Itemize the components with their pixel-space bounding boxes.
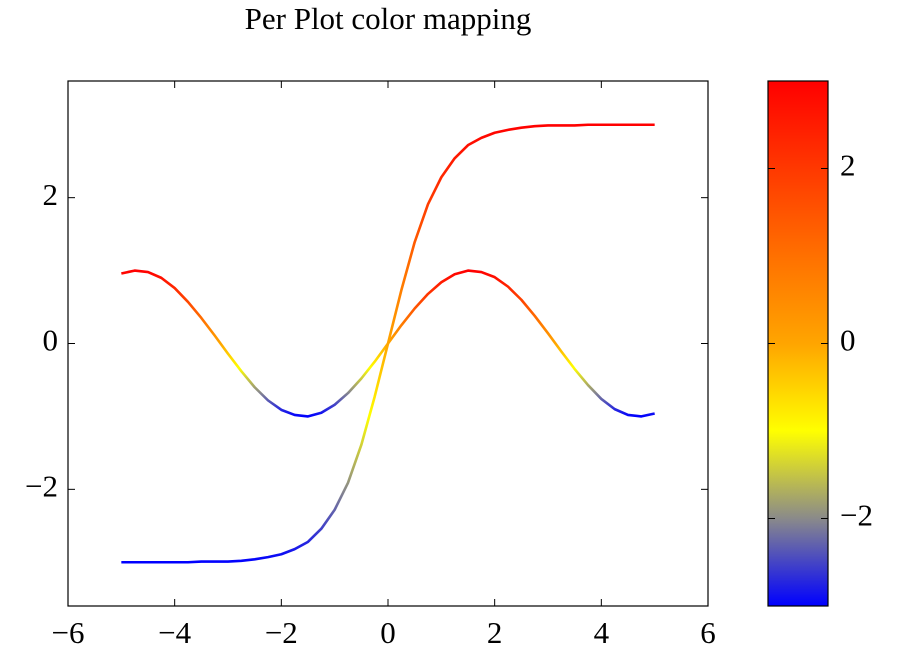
x-tick-label: −6 [52,615,85,650]
series-line [121,123,655,564]
y-tick-label: 0 [43,323,59,358]
y-tick-label: −2 [25,468,58,503]
colorbar-tick-label: 0 [840,323,856,358]
x-tick-label: −2 [265,615,298,650]
x-tick-label: 2 [487,615,503,650]
x-tick-label: 0 [380,615,396,650]
y-tick-label: 2 [43,177,59,212]
colorbar [767,80,829,607]
x-tick-label: 4 [594,615,610,650]
colorbar-tick-label: −2 [840,498,873,533]
chart-title: Per Plot color mapping [245,1,532,36]
colorbar-tick-label: 2 [840,148,856,183]
x-tick-label: −4 [158,615,191,650]
x-tick-label: 6 [700,615,716,650]
